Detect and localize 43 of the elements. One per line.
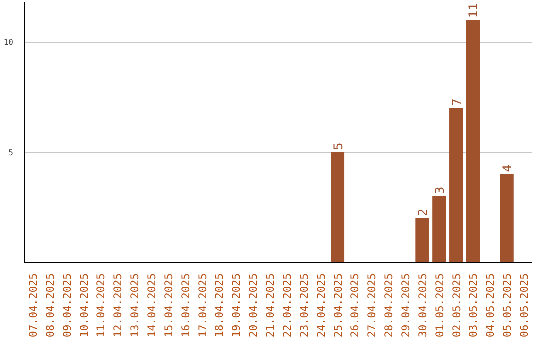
x-tick-label: 07.04.2025 [26,274,40,338]
x-tick-label: 08.04.2025 [44,274,57,338]
x-tick-label: 10.04.2025 [78,274,91,338]
x-tick-label: 14.04.2025 [146,274,158,338]
x-tick-label: 02.05.2025 [450,274,464,338]
x-tick-label: 15.04.2025 [162,274,176,338]
x-tick-label: 12.04.2025 [112,274,125,338]
bar [330,152,345,262]
x-tick-label: 01.05.2025 [433,274,446,338]
y-tick-label: 10 [4,38,14,48]
bar [416,218,430,262]
x-tick-label: 05.05.2025 [501,274,514,338]
data-label: 3 [432,186,447,194]
x-tick-label: 22.04.2025 [280,274,294,338]
x-tick-label: 26.04.2025 [348,274,362,338]
data-label: 2 [416,208,430,216]
x-tick-label: 18.04.2025 [213,274,226,338]
data-label: 11 [466,2,481,18]
x-tick-label: 19.04.2025 [230,274,244,338]
data-label: 7 [450,98,464,106]
x-tick-label: 27.04.2025 [366,274,379,338]
x-tick-label: 25.04.2025 [332,274,345,338]
x-tick-label: 28.04.2025 [382,274,396,338]
x-tick-label: 06.05.2025 [518,274,532,338]
x-tick-label: 03.05.2025 [467,274,480,338]
x-tick-label: 16.04.2025 [179,274,192,338]
x-tick-label: 29.04.2025 [400,274,412,338]
x-tick-label: 13.04.2025 [128,274,142,338]
x-tick-label: 04.05.2025 [484,274,498,338]
x-tick-label: 20.04.2025 [247,274,260,338]
x-tick-label: 11.04.2025 [94,274,108,338]
x-tick-label: 30.04.2025 [416,274,430,338]
data-label: 5 [331,142,346,150]
x-tick-label: 23.04.2025 [298,274,311,338]
x-tick-label: 24.04.2025 [314,274,328,338]
bar [500,174,514,262]
bar [450,108,464,262]
data-label: 4 [500,164,515,172]
x-tick-label: 21.04.2025 [264,274,278,338]
bar [432,196,446,262]
bar [466,20,480,262]
x-tick-label: 09.04.2025 [60,274,74,338]
x-tick-label: 17.04.2025 [196,274,210,338]
